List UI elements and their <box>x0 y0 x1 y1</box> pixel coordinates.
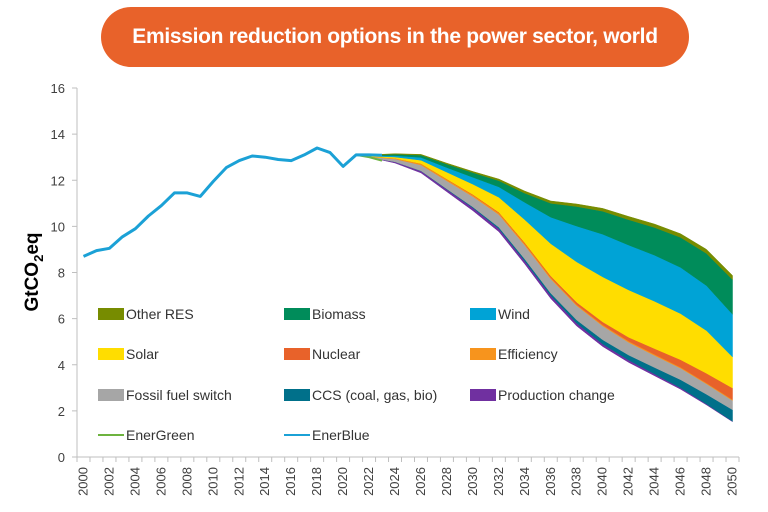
x-tick-label: 2004 <box>127 467 142 496</box>
x-tick-label: 2050 <box>725 467 740 496</box>
legend-label: Fossil fuel switch <box>126 387 232 403</box>
legend-label: Nuclear <box>312 346 361 362</box>
x-tick-label: 2010 <box>205 467 220 496</box>
y-tick-label: 14 <box>51 127 65 142</box>
legend-item-energreen: EnerGreen <box>98 427 194 443</box>
legend-swatch <box>98 389 124 401</box>
legend-swatch <box>470 348 496 360</box>
y-tick-label: 0 <box>58 450 65 465</box>
x-tick-label: 2042 <box>621 467 636 496</box>
legend-swatch <box>284 348 310 360</box>
x-tick-label: 2018 <box>309 467 324 496</box>
legend-item-enerblue: EnerBlue <box>284 427 370 443</box>
legend-label: Other RES <box>126 306 194 322</box>
x-tick-label: 2002 <box>101 467 116 496</box>
y-ticks: 0 2 4 6 8 10 12 14 16 <box>51 81 77 465</box>
legend-item-wind: Wind <box>470 306 530 322</box>
x-tick-label: 2024 <box>387 467 402 496</box>
legend-swatch <box>470 389 496 401</box>
legend-label: Biomass <box>312 306 366 322</box>
x-tick-label: 2044 <box>647 467 662 496</box>
legend-label: Production change <box>498 387 615 403</box>
chart-title: Emission reduction options in the power … <box>101 7 689 67</box>
y-axis-label: GtCO2eq <box>22 232 46 311</box>
y-tick-label: 6 <box>58 312 65 327</box>
y-tick-label: 16 <box>51 81 65 96</box>
x-tick-label: 2028 <box>439 467 454 496</box>
x-tick-label: 2006 <box>153 467 168 496</box>
legend-item-nuclear: Nuclear <box>284 346 361 362</box>
legend-label: EnerBlue <box>312 427 370 443</box>
legend-item-other-res: Other RES <box>98 306 194 322</box>
y-tick-label: 10 <box>51 219 65 234</box>
legend-label: EnerGreen <box>126 427 194 443</box>
x-tick-label: 2008 <box>179 467 194 496</box>
x-tick-label: 2016 <box>283 467 298 496</box>
y-tick-label: 8 <box>58 266 65 281</box>
x-tick-label: 2026 <box>413 467 428 496</box>
line-enerblue <box>82 146 383 258</box>
legend-swatch <box>470 308 496 320</box>
x-tick-label: 2022 <box>361 467 376 496</box>
x-tick-label: 2036 <box>543 467 558 496</box>
legend: Other RES Biomass Wind Solar Nuclear Efficien… <box>98 306 615 443</box>
x-tick-label: 2046 <box>673 467 688 496</box>
x-tick-label: 2000 <box>75 467 90 496</box>
x-tick-label: 2032 <box>491 467 506 496</box>
x-tick-label: 2040 <box>595 467 610 496</box>
legend-label: Solar <box>126 346 159 362</box>
x-tick-label: 2014 <box>257 467 272 496</box>
x-tick-label: 2048 <box>699 467 714 496</box>
stacked-areas <box>368 153 733 423</box>
legend-swatch <box>284 389 310 401</box>
legend-label: Efficiency <box>498 346 558 362</box>
legend-item-solar: Solar <box>98 346 159 362</box>
legend-item-efficiency: Efficiency <box>470 346 558 362</box>
x-tick-label: 2012 <box>231 467 246 496</box>
legend-swatch <box>98 308 124 320</box>
legend-item-production-change: Production change <box>470 387 615 403</box>
legend-swatch <box>284 308 310 320</box>
legend-item-ccs-coal-gas-bio: CCS (coal, gas, bio) <box>284 387 437 403</box>
legend-label: CCS (coal, gas, bio) <box>312 387 437 403</box>
legend-label: Wind <box>498 306 530 322</box>
y-tick-label: 2 <box>58 404 65 419</box>
y-tick-label: 12 <box>51 173 65 188</box>
y-tick-label: 4 <box>58 358 65 373</box>
x-ticks: 2000 2002 2004 2006 2008 2010 2012 2014 2016 2018… <box>75 457 740 496</box>
x-tick-label: 2034 <box>517 467 532 496</box>
legend-item-fossil-fuel-switch: Fossil fuel switch <box>98 387 232 403</box>
legend-swatch <box>98 348 124 360</box>
x-tick-label: 2030 <box>465 467 480 496</box>
series-lines <box>82 146 383 258</box>
x-tick-label: 2020 <box>335 467 350 496</box>
x-tick-label: 2038 <box>569 467 584 496</box>
area-other-res <box>368 153 733 281</box>
legend-item-biomass: Biomass <box>284 306 366 322</box>
